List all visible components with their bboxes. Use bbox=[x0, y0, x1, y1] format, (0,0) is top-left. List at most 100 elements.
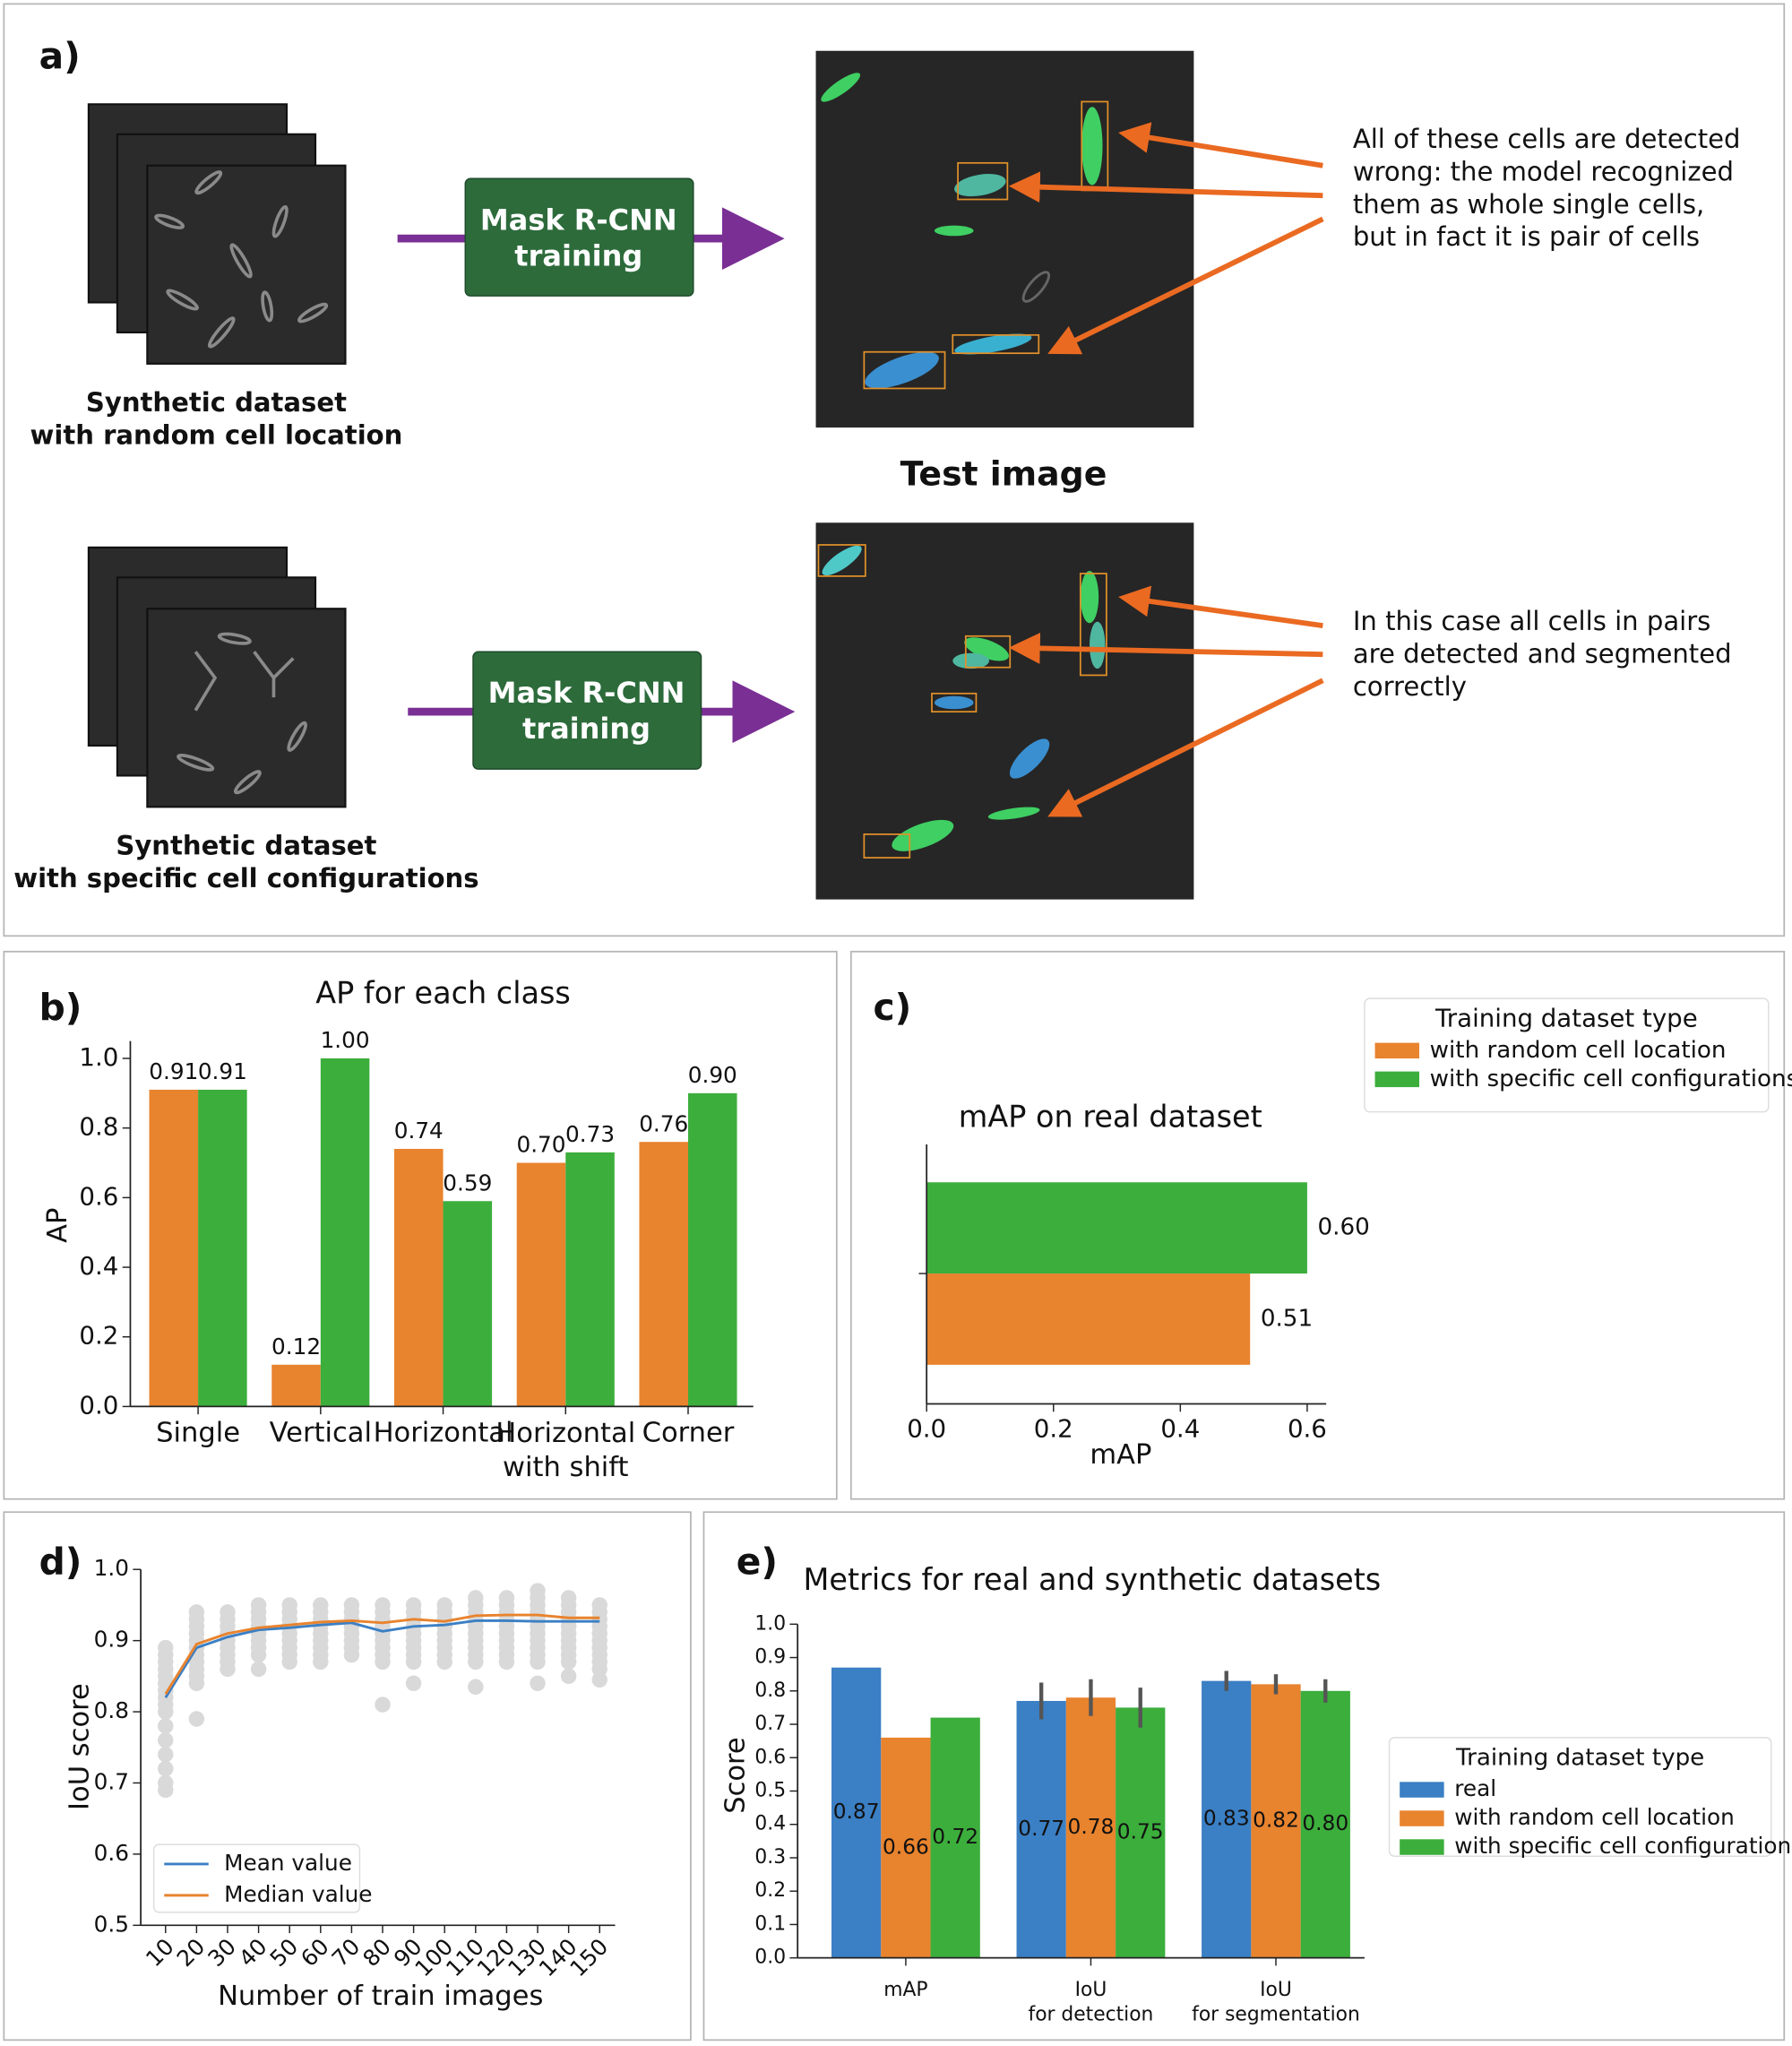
sample-point bbox=[250, 1597, 267, 1613]
y-tick-label: 0.8 bbox=[94, 1697, 129, 1723]
y-tick-label: 0.2 bbox=[754, 1879, 786, 1902]
x-tick-label: Horizontal bbox=[374, 1417, 513, 1448]
sample-point bbox=[468, 1679, 484, 1695]
sample-point bbox=[468, 1590, 484, 1606]
panel-label: c) bbox=[874, 986, 912, 1029]
data-label: 0.82 bbox=[1253, 1809, 1299, 1833]
model-label: Mask R-CNN training bbox=[488, 676, 685, 746]
bar bbox=[1300, 1690, 1350, 1958]
y-tick-label: 0.7 bbox=[94, 1768, 129, 1794]
bar bbox=[516, 1162, 566, 1407]
y-tick-label: 1.0 bbox=[94, 1555, 129, 1581]
model-box bbox=[464, 177, 694, 297]
test-image bbox=[815, 50, 1194, 428]
annotation-arrows bbox=[1008, 585, 1324, 817]
legend-label: with random cell location bbox=[1430, 1037, 1727, 1064]
y-axis-label: AP bbox=[42, 1208, 73, 1243]
sample-point bbox=[343, 1597, 360, 1613]
panel-label: b) bbox=[39, 986, 82, 1029]
x-tick-label: 0.0 bbox=[907, 1414, 946, 1444]
legend-title: Training dataset type bbox=[1434, 1003, 1698, 1032]
y-tick-label: 0.6 bbox=[754, 1746, 786, 1768]
panel-label: a) bbox=[39, 34, 81, 77]
legend-swatch bbox=[1374, 1071, 1419, 1088]
x-tick-label: Single bbox=[156, 1417, 240, 1448]
sample-point bbox=[375, 1696, 391, 1713]
sample-point bbox=[560, 1590, 577, 1606]
legend-box bbox=[1388, 1737, 1772, 1857]
y-tick-label: 0.8 bbox=[754, 1679, 786, 1702]
sample-point bbox=[591, 1597, 607, 1613]
data-label: 0.72 bbox=[932, 1825, 978, 1849]
y-tick-label: 0.5 bbox=[94, 1911, 129, 1937]
bar bbox=[688, 1092, 737, 1407]
y-axis-label: Score bbox=[719, 1737, 751, 1814]
panel-label: e) bbox=[737, 1540, 778, 1583]
dataset-label: Synthetic dataset with random cell locati… bbox=[30, 387, 403, 450]
data-label: 0.59 bbox=[443, 1170, 492, 1196]
sample-point bbox=[158, 1718, 174, 1734]
sample-point bbox=[158, 1639, 174, 1656]
bar bbox=[926, 1273, 1251, 1365]
x-tick-label: 0.4 bbox=[1160, 1414, 1200, 1444]
x-tick-label: IoU for detection bbox=[1029, 1979, 1154, 2025]
sample-point bbox=[188, 1711, 205, 1727]
data-label: 0.74 bbox=[394, 1118, 444, 1144]
x-tick-label: 0.6 bbox=[1288, 1414, 1327, 1444]
bar bbox=[639, 1142, 688, 1407]
bar bbox=[930, 1717, 980, 1958]
y-tick-label: 0.4 bbox=[79, 1251, 118, 1281]
y-tick-label: 1.0 bbox=[79, 1042, 118, 1072]
sample-point bbox=[188, 1604, 205, 1620]
data-label: 0.51 bbox=[1261, 1305, 1313, 1332]
y-tick-label: 0.2 bbox=[79, 1321, 118, 1351]
model-box bbox=[472, 651, 702, 770]
sample-point bbox=[530, 1675, 546, 1692]
y-tick-label: 0.4 bbox=[754, 1813, 786, 1835]
legend-box bbox=[1364, 997, 1770, 1113]
x-axis-label: Number of train images bbox=[218, 1981, 543, 2012]
sample-point bbox=[436, 1597, 452, 1613]
x-axis-label: mAP bbox=[1090, 1439, 1151, 1471]
sample-point bbox=[281, 1597, 297, 1613]
y-tick-label: 0.9 bbox=[754, 1646, 786, 1669]
sample-point bbox=[158, 1732, 174, 1748]
sample-point bbox=[405, 1675, 422, 1692]
bar bbox=[926, 1182, 1307, 1274]
legend-title: Training dataset type bbox=[1455, 1745, 1704, 1772]
legend-label: with random cell location bbox=[1454, 1804, 1735, 1830]
bar bbox=[1065, 1697, 1116, 1958]
bar bbox=[1202, 1680, 1252, 1958]
data-label: 1.00 bbox=[321, 1027, 370, 1053]
sample-point bbox=[498, 1590, 515, 1606]
dataset-label: Synthetic dataset with specific cell conf… bbox=[13, 830, 478, 893]
bar bbox=[1251, 1684, 1301, 1958]
bar bbox=[320, 1058, 370, 1407]
y-tick-label: 0.8 bbox=[79, 1112, 118, 1142]
data-label: 0.91 bbox=[149, 1058, 198, 1084]
bar bbox=[881, 1737, 931, 1958]
test-image-label: Test image bbox=[900, 453, 1107, 493]
x-tick-label: Horizontal with shift bbox=[495, 1417, 635, 1482]
x-tick-label: Corner bbox=[642, 1417, 735, 1448]
legend-swatch bbox=[1400, 1839, 1444, 1855]
x-tick-label: IoU for segmentation bbox=[1192, 1979, 1360, 2025]
y-tick-label: 0.0 bbox=[754, 1947, 786, 1969]
annotation-arrows bbox=[1008, 122, 1324, 355]
data-label: 0.77 bbox=[1018, 1817, 1064, 1841]
annotation: In this case all cells in pairs are detec… bbox=[1353, 606, 1732, 702]
sample-point bbox=[158, 1760, 174, 1777]
y-tick-label: 0.5 bbox=[754, 1779, 786, 1801]
annotation: All of these cells are detected wrong: th… bbox=[1353, 124, 1741, 252]
legend-swatch bbox=[1374, 1042, 1419, 1059]
y-tick-label: 0.1 bbox=[754, 1912, 786, 1935]
y-tick-label: 0.3 bbox=[754, 1846, 786, 1869]
data-label: 0.12 bbox=[271, 1334, 321, 1360]
test-image bbox=[815, 522, 1194, 900]
bar bbox=[443, 1201, 493, 1407]
y-axis-label: IoU score bbox=[65, 1683, 96, 1810]
data-label: 0.76 bbox=[639, 1110, 688, 1136]
bar bbox=[198, 1089, 247, 1407]
